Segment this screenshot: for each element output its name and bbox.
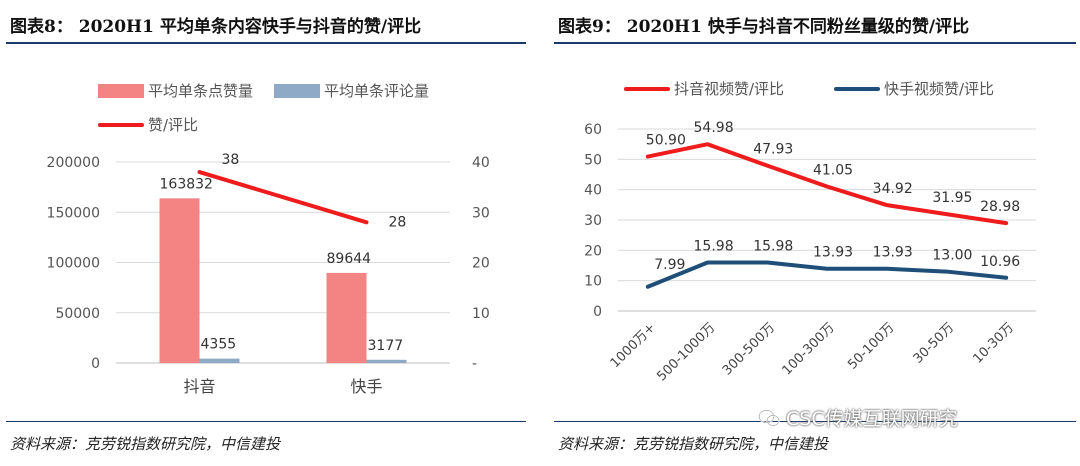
series-line-kuaishou [645,260,1009,289]
y2-tick-label: 20 [472,256,490,272]
y2-tick-label: 10 [472,306,490,322]
figure-8-title: 图表8： 2020H1 平均单条内容快手与抖音的赞/评比 [10,17,422,37]
data-label: 34.92 [873,181,913,197]
data-label: 15.98 [694,239,734,255]
data-label: 13.93 [873,245,913,261]
figure-8-panel: 图表8： 2020H1 平均单条内容快手与抖音的赞/评比 平均单条点赞量 平均单… [0,0,530,466]
figure-9-bottom-rule [554,421,1076,422]
data-label: 13.93 [813,245,853,261]
legend-ratio-label: 赞/评比 [148,116,199,134]
y-tick-label: 50 [584,152,602,168]
figure-9-title-rule [554,42,1076,44]
data-label: 28 [389,214,407,230]
data-label: 15.98 [753,239,793,255]
y-tick-label: 100000 [47,256,100,272]
watermark: CSC传媒互联网研究 [758,404,958,431]
legend-comments-swatch [274,83,320,98]
x-tick-label: 1000万+ [608,320,659,371]
data-label: 4355 [201,337,237,353]
legend-kuaishou-label: 快手视频赞/评比 [884,80,995,98]
data-label: 3177 [368,338,404,354]
x-tick-label: 300-500万 [720,320,778,378]
data-label: 28.98 [980,199,1020,215]
legend-douyin-swatch [624,86,670,91]
x-tick-label: 500-1000万 [654,320,718,384]
figure-8-title-rule [6,42,526,44]
legend-douyin-label: 抖音视频赞/评比 [674,80,785,98]
figure-9-panel: 图表9： 2020H1 快手与抖音不同粉丝量级的赞/评比 抖音视频赞/评比 快手… [548,0,1080,466]
data-label: 13.00 [932,248,972,264]
bar-likes [159,198,200,363]
y-tick-label: 200000 [47,155,100,171]
y-tick-label: 30 [584,213,602,229]
legend-likes-swatch [98,83,144,98]
data-label: 7.99 [654,257,685,273]
figure-8-bottom-rule [6,421,526,422]
x-tick-label: 抖音 [183,377,215,396]
y-tick-label: 10 [584,274,602,290]
x-tick-label: 50-100万 [845,320,897,372]
legend-ratio: 赞/评比 [98,114,198,135]
data-label: 41.05 [813,162,853,178]
data-label: 47.93 [753,142,793,158]
legend-comments: 平均单条评论量 [274,80,429,101]
figure-9-source: 资料来源：克劳锐指数研究院，中信建投 [558,435,829,453]
bar-likes [326,272,367,363]
legend-douyin: 抖音视频赞/评比 [624,78,784,99]
data-label: 54.98 [694,120,734,136]
y2-tick-label: 30 [472,205,490,221]
x-tick-label: 100-300万 [780,320,838,378]
x-tick-label: 30-50万 [911,320,958,367]
x-tick-label: 快手 [350,377,382,396]
y-tick-label: 50000 [55,306,100,322]
data-label: 10.96 [980,254,1020,270]
data-label: 50.90 [646,133,686,149]
legend-kuaishou-swatch [834,86,880,91]
legend-kuaishou: 快手视频赞/评比 [834,78,994,99]
x-tick-label: 10-30万 [970,320,1017,367]
bar-comments [366,359,407,363]
figure-8-chart: 0 50000 100000 150000 200000 - 10 20 30 40 抖音 快手 163… [47,152,490,396]
data-label: 31.95 [932,190,972,206]
y-tick-label: 0 [593,304,602,320]
figure-9-title: 图表9： 2020H1 快手与抖音不同粉丝量级的赞/评比 [558,17,970,37]
watermark-text: CSC传媒互联网研究 [786,408,958,430]
legend-likes-label: 平均单条点赞量 [148,82,254,100]
legend-ratio-swatch [98,122,144,127]
y2-tick-label: 40 [472,155,490,171]
y-tick-label: 0 [91,356,100,372]
figure-9-chart: 0 10 20 30 40 50 60 1000万+500-1000万 300-500万 100-… [584,120,1036,384]
y-tick-label: 40 [584,183,602,199]
y-tick-label: 20 [584,243,602,259]
series-line-douyin [645,142,1009,226]
bar-comments [199,358,240,363]
series-line-ratio [197,170,369,225]
wechat-icon [758,409,780,426]
data-label: 89644 [327,251,372,267]
legend-comments-label: 平均单条评论量 [324,82,430,100]
data-label: 38 [222,152,240,168]
figure-8-source: 资料来源：克劳锐指数研究院，中信建投 [10,435,281,453]
y-tick-label: 150000 [47,205,100,221]
legend-likes: 平均单条点赞量 [98,80,253,101]
y-tick-label: 60 [584,122,602,138]
data-label: 163832 [160,176,213,192]
y2-tick-label: - [472,356,477,372]
